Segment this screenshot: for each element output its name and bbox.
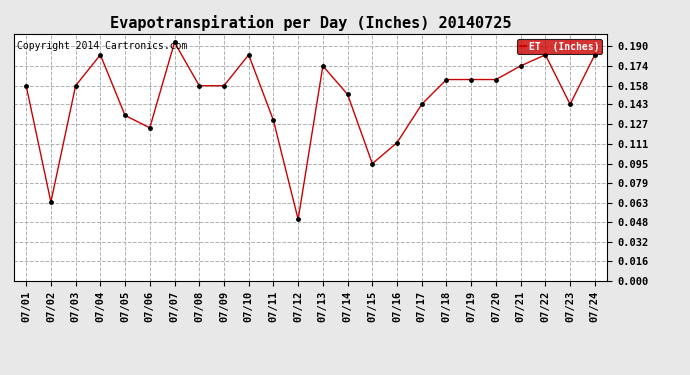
Legend: ET  (Inches): ET (Inches) (518, 39, 602, 54)
Title: Evapotranspiration per Day (Inches) 20140725: Evapotranspiration per Day (Inches) 2014… (110, 15, 511, 31)
Text: Copyright 2014 Cartronics.com: Copyright 2014 Cartronics.com (17, 41, 187, 51)
